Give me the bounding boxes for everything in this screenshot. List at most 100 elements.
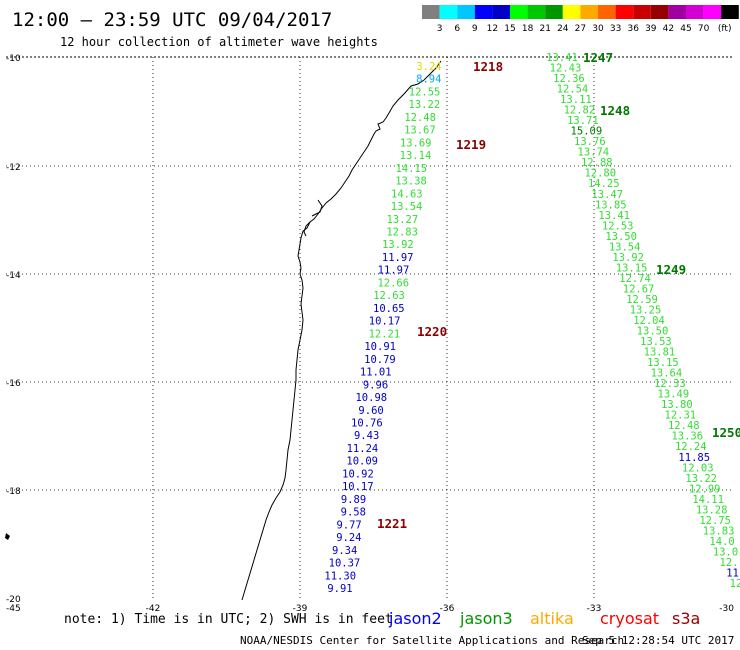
wave-height-reading: 14.25 <box>588 178 620 190</box>
wave-height-reading: 9.77 <box>336 519 361 531</box>
wave-height-reading: 11.85 <box>678 452 710 464</box>
legend-swatch <box>686 5 704 19</box>
wave-height-reading: 13.36 <box>671 431 703 443</box>
wave-height-reading: 13.92 <box>612 252 644 264</box>
wave-height-reading: 9.43 <box>354 430 379 442</box>
wave-height-reading: 13.22 <box>409 99 441 111</box>
wave-height-reading: 12.74 <box>619 273 651 285</box>
wave-height-reading: 13.47 <box>591 189 623 201</box>
wave-height-reading: 9.58 <box>341 507 366 519</box>
wave-height-reading: 14.15 <box>395 163 427 175</box>
legend-tick-label: 70 <box>698 24 710 34</box>
wave-height-reading: 15.09 <box>571 126 603 138</box>
wave-height-reading: 10.91 <box>364 341 396 353</box>
legend-swatch <box>703 5 722 19</box>
wave-height-reading: 9.91 <box>327 583 352 595</box>
legend-tick-label: 45 <box>680 24 691 34</box>
lon-label: -36 <box>440 604 455 614</box>
wave-height-map <box>5 56 734 605</box>
wave-height-reading: 10.76 <box>351 417 383 429</box>
legend-tick-label: 30 <box>592 24 604 34</box>
axis-labels: -10 -12 -14 -16 -18 -20-45 -42 -39 -36 -33 -30 <box>6 54 734 614</box>
legend-tick-label: 36 <box>627 24 639 34</box>
wave-height-reading: 13.28 <box>696 504 728 516</box>
wave-height-reading: 12.66 <box>377 277 409 289</box>
map-background <box>6 57 734 605</box>
legend-tick-label: 15 <box>504 24 515 34</box>
legend-swatch <box>545 5 563 19</box>
legend-swatch <box>562 5 581 19</box>
legend-swatch <box>668 5 686 19</box>
pass-time-label: 1250 <box>712 425 740 440</box>
pass-time-label: 1247 <box>583 50 613 65</box>
legend-tick-label: 12 <box>487 24 498 34</box>
pass-time-label: 1218 <box>473 59 503 74</box>
page-subtitle: 12 hour collection of altimeter wave hei… <box>60 35 378 49</box>
wave-height-reading: 13.49 <box>658 389 690 401</box>
footer-note: note: 1) Time is in UTC; 2) SWH is in fe… <box>64 612 393 627</box>
wave-height-reading: 10.65 <box>373 303 405 315</box>
wave-height-reading: 13.76 <box>574 136 606 148</box>
wave-height-reading: 12.63 <box>373 290 405 302</box>
legend-swatch <box>598 5 616 19</box>
lon-label: -39 <box>293 604 308 614</box>
legend-tick-label: 24 <box>557 24 569 34</box>
wave-height-reading: 12 <box>730 578 740 590</box>
wave-height-reading: 10.92 <box>342 468 374 480</box>
lon-label: -33 <box>587 604 602 614</box>
legend-tick-label: 42 <box>663 24 674 34</box>
wave-height-reading: 13.22 <box>685 473 717 485</box>
wave-height-reading: 9.89 <box>341 494 366 506</box>
legend-tick-label: 27 <box>575 24 586 34</box>
legend-tick-label: 39 <box>645 24 657 34</box>
map-grid <box>6 56 734 598</box>
footer-credit: NOAA/NESDIS Center for Satellite Applica… <box>240 634 624 647</box>
wave-height-reading: 10.37 <box>329 558 361 570</box>
wave-height-reading: 13.64 <box>651 368 683 380</box>
lat-label: -14 <box>6 271 21 281</box>
wave-height-reading: 13.69 <box>400 137 432 149</box>
pass-time-label: 1220 <box>417 324 447 339</box>
wave-height-reading: 13.53 <box>640 336 672 348</box>
wave-height-reading: 13.85 <box>595 199 627 211</box>
wave-height-reading: 12.53 <box>602 220 634 232</box>
wave-height-reading: 3.24 <box>416 61 441 73</box>
wave-height-reading: 13.38 <box>395 176 427 188</box>
legend-tick-label: 6 <box>454 24 460 34</box>
wave-height-reading: 10.98 <box>355 392 387 404</box>
pass-time-label: 1249 <box>656 262 686 277</box>
legend-swatch <box>721 5 739 19</box>
lon-label: -45 <box>6 604 21 614</box>
wave-height-reading: 11 <box>726 567 739 579</box>
island-mark <box>5 533 10 540</box>
legend-swatch <box>527 5 546 19</box>
color-scale-legend: 3 6 9 12 15 18 21 24 27 30 33 36 39 42 45 70 (ft) <box>422 5 739 34</box>
page-title: 12:00 — 23:59 UTC 09/04/2017 <box>12 9 332 31</box>
lat-label: -20 <box>6 595 21 605</box>
legend-tick-label: 21 <box>539 24 550 34</box>
wave-height-reading: 12.55 <box>409 86 441 98</box>
wave-height-reading: 13.83 <box>703 525 735 537</box>
wave-height-reading: 13.11 <box>560 94 592 106</box>
wave-height-reading: 13.54 <box>609 241 641 253</box>
wave-height-reading: 9.60 <box>358 405 383 417</box>
satellite-legend: jason2 jason3 altika cryosat s3a <box>388 609 700 628</box>
legend-swatch <box>510 5 528 19</box>
wave-height-reading: 12.24 <box>675 441 707 453</box>
wave-height-reading: 13.67 <box>404 125 436 137</box>
satellite-legend-item: jason2 <box>388 609 442 628</box>
satellite-legend-item: cryosat <box>600 609 659 628</box>
wave-height-reading: 10.09 <box>346 456 378 468</box>
wave-height-reading: 13.50 <box>605 231 637 243</box>
wave-height-reading: 12.83 <box>386 227 418 239</box>
legend-tick-label: 3 <box>437 24 443 34</box>
wave-height-reading: 12.21 <box>369 328 401 340</box>
wave-height-reading: 13.92 <box>382 239 414 251</box>
lat-label: -10 <box>6 54 21 64</box>
altimeter-tracks: 3.248.9412.5513.2212.4813.6713.6913.1414… <box>324 50 740 595</box>
legend-swatch <box>422 5 440 19</box>
wave-height-reading: 8.94 <box>416 74 441 86</box>
legend-swatch <box>474 5 493 19</box>
wave-height-reading: 14.63 <box>391 188 423 200</box>
wave-height-reading: 12.82 <box>564 105 596 117</box>
